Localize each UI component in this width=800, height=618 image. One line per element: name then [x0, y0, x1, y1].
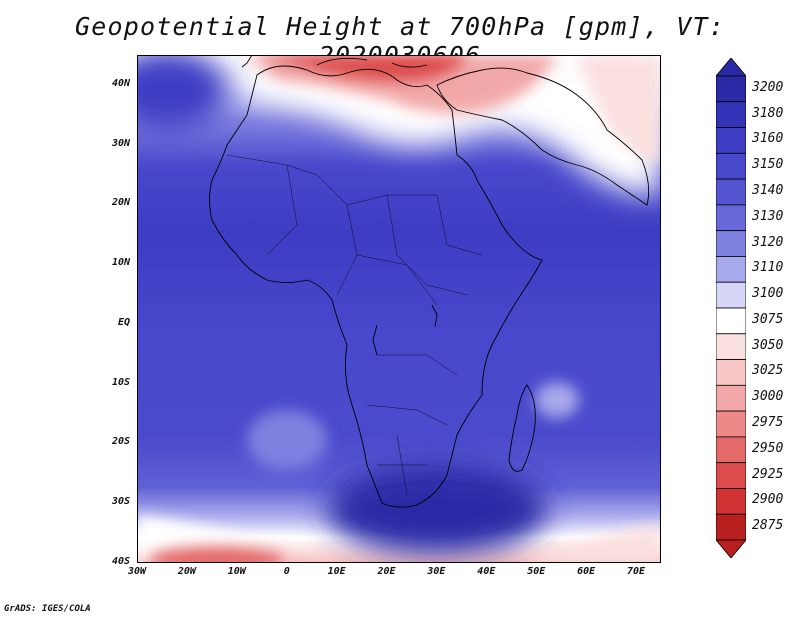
grads-credit: GrADS: IGES/COLA	[4, 604, 91, 614]
colorbar-swatch	[716, 333, 746, 360]
colorbar-level-label: 3120	[752, 234, 784, 250]
colorbar-level-label: 3130	[752, 208, 784, 224]
colorbar-level-label: 3160	[752, 131, 784, 147]
lat-label: 10S	[111, 376, 130, 388]
lat-label: 30S	[111, 496, 130, 508]
lat-label: 20N	[111, 197, 130, 209]
colorbar-swatch	[716, 513, 746, 541]
lat-label: 40N	[111, 77, 130, 89]
colorbar-swatch	[716, 230, 746, 257]
colorbar-swatch	[716, 256, 746, 283]
colorbar-swatch	[716, 384, 746, 412]
colorbar-swatch	[716, 152, 746, 180]
lon-label: 50E	[527, 566, 546, 577]
lon-label: 70E	[627, 566, 646, 577]
lon-label: 30W	[127, 566, 147, 577]
colorbar-swatch	[716, 462, 746, 489]
lon-label: 40E	[477, 566, 496, 577]
lon-label: 30E	[427, 566, 446, 577]
colorbar-level-label: 3110	[752, 260, 784, 276]
colorbar-level-label: 3025	[752, 363, 784, 379]
lon-label: 0	[283, 566, 290, 577]
colorbar-swatch	[716, 307, 746, 335]
colorbar-level-label: 3200	[752, 79, 784, 95]
colorbar-swatch	[716, 75, 746, 103]
colorbar-level-label: 2925	[752, 466, 784, 482]
colorbar-level-label: 3000	[752, 389, 784, 405]
lon-label: 10W	[227, 566, 246, 577]
colorbar-level-label: 3150	[752, 157, 784, 173]
height-field	[137, 55, 661, 563]
colorbar-level-label: 2950	[752, 440, 784, 456]
lon-label: 60E	[577, 566, 596, 577]
lat-label: EQ	[117, 316, 130, 328]
coastlines	[209, 55, 650, 508]
lon-label: 20E	[377, 566, 396, 577]
colorbar-level-label: 3050	[752, 337, 784, 353]
colorbar-swatch	[716, 101, 746, 128]
colorbar-bottom-arrow	[716, 539, 746, 558]
colorbar-level-label: 2875	[752, 518, 784, 534]
colorbar-level-label: 3180	[752, 105, 784, 121]
colorbar-swatch	[716, 359, 746, 386]
map-frame	[137, 55, 661, 563]
colorbar-level-label: 2975	[752, 415, 784, 430]
colorbar-level-label: 3075	[752, 311, 784, 327]
colorbar-level-label: 3140	[752, 183, 784, 198]
colorbar-swatch	[716, 281, 746, 309]
colorbar-swatch	[716, 410, 746, 438]
lon-label: 10E	[327, 566, 346, 577]
colorbar	[716, 58, 746, 558]
colorbar-swatch	[716, 127, 746, 154]
lat-label: 40S	[111, 556, 130, 567]
colorbar-level-label: 2900	[752, 492, 784, 508]
colorbar-top-arrow	[716, 58, 746, 77]
colorbar-level-label: 3100	[752, 286, 784, 302]
colorbar-swatch	[716, 178, 746, 206]
lat-label: 30N	[111, 137, 130, 149]
geopotential-map	[137, 55, 661, 563]
country-borders	[226, 154, 483, 496]
colorbar-swatch	[716, 436, 746, 464]
colorbar-swatch	[716, 488, 746, 515]
lat-label: 10N	[111, 257, 130, 269]
lon-label: 20W	[177, 566, 196, 577]
lat-label: 20S	[111, 436, 130, 448]
colorbar-swatch	[716, 204, 746, 232]
